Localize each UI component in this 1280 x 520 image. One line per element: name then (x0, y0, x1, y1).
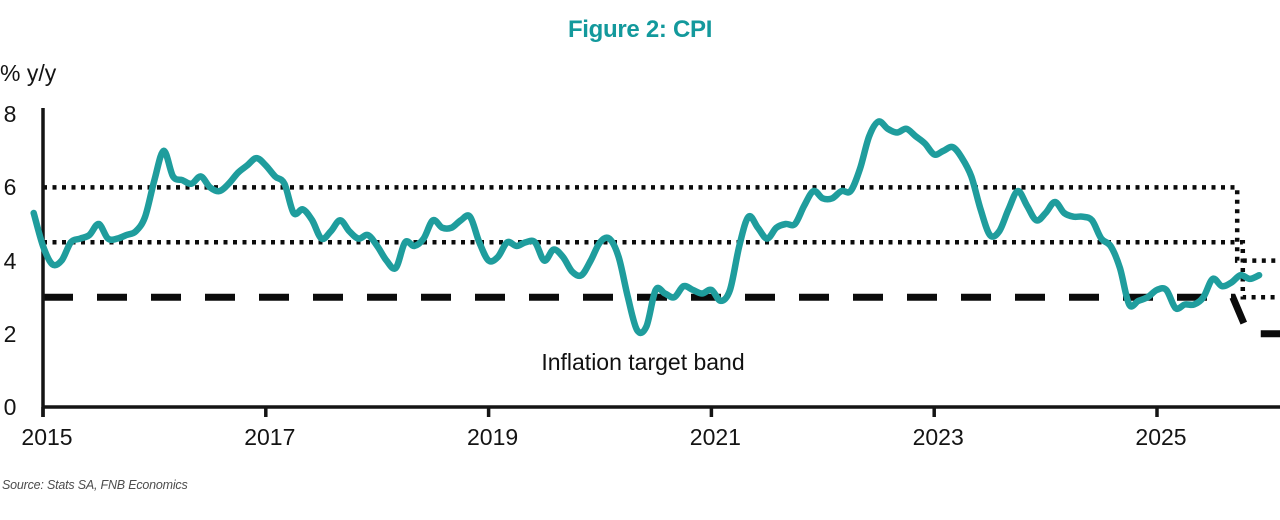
x-tick-label-2017: 2017 (244, 424, 296, 450)
y-tick-label-6: 6 (3, 174, 17, 201)
y-tick-label-8: 8 (3, 101, 17, 128)
inflation-target-band-lower-line (43, 293, 1280, 338)
x-tick-label-2015: 2015 (21, 424, 73, 450)
source-note: Source: Stats SA, FNB Economics (2, 478, 188, 492)
cpi-series-line (30, 118, 1263, 337)
inflation-target-band-label: Inflation target band (541, 349, 745, 375)
chart-title: Figure 2: CPI (567, 16, 713, 43)
y-tick-label-4: 4 (3, 247, 17, 274)
inflation-target-band-midpoint-line (43, 240, 1280, 300)
y-axis-unit-label: % y/y (0, 60, 57, 86)
x-tick-label-2021: 2021 (689, 424, 741, 450)
y-tick-label-2: 2 (3, 320, 17, 347)
x-tick-label-2025: 2025 (1135, 424, 1187, 450)
x-tick-label-2023: 2023 (912, 424, 964, 450)
y-tick-label-0: 0 (3, 394, 17, 420)
x-tick-label-2019: 2019 (467, 424, 519, 450)
